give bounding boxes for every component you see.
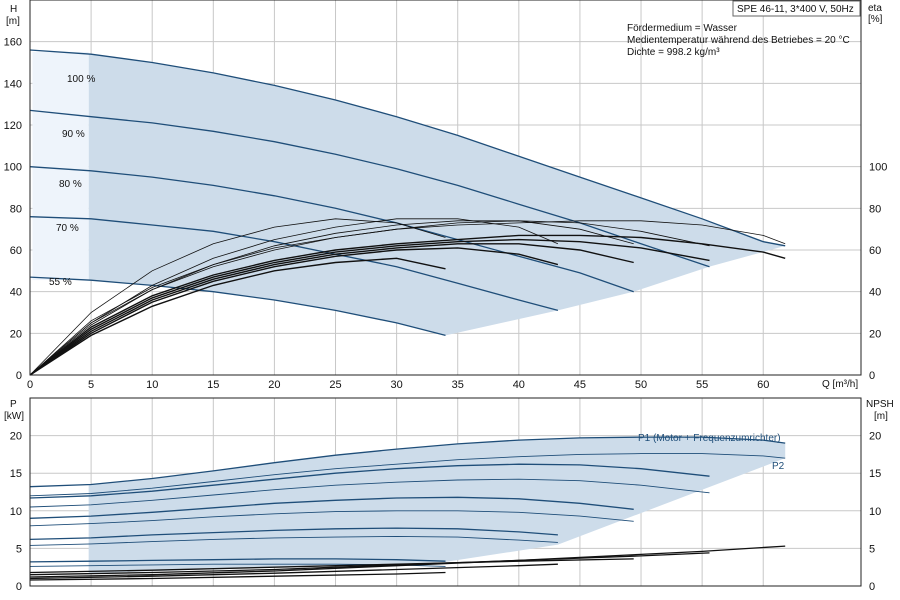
speed-label: 70 % — [56, 223, 79, 234]
eta-curve — [29, 220, 634, 376]
eta-y-tick-label: 80 — [869, 203, 881, 215]
x-tick-label: 0 — [27, 379, 33, 391]
eta-axis-unit: [%] — [868, 14, 883, 25]
x-tick-label: 5 — [88, 379, 94, 391]
npsh-curve — [29, 571, 446, 581]
eta-curve — [29, 218, 559, 376]
eta-curve — [29, 257, 446, 376]
p1-curve — [29, 527, 558, 541]
p1-series-label: P1 (Motor + Frequenzumrichter) — [638, 433, 781, 444]
power-y-tick-label: 10 — [10, 506, 22, 518]
eta-y-tick-label: 40 — [869, 287, 881, 299]
chart-title: SPE 46-11, 3*400 V, 50Hz — [737, 4, 854, 15]
p1-curve — [29, 558, 446, 563]
power-frame — [29, 397, 862, 587]
head-curve — [29, 49, 786, 247]
p2-curve — [29, 453, 786, 497]
p1-curve — [29, 496, 634, 519]
power-operating-region — [88, 437, 786, 574]
eta-curve — [29, 243, 634, 376]
power-panel: 0 5 10 15 20 0 5 10 15 20 P [kW] NPSH [m] P1 (Mot… — [4, 397, 894, 593]
note-temperature: Medientemperatur während des Betriebes =… — [627, 35, 850, 46]
note-density: Dichte = 998.2 kg/m³ — [627, 47, 720, 58]
power-axis-label: P — [10, 399, 17, 410]
power-y-tick-label: 20 — [10, 431, 22, 443]
speed-label: 55 % — [49, 277, 72, 288]
power-y-tick-label: 15 — [10, 468, 22, 480]
head-y-tick-label: 140 — [4, 78, 22, 90]
head-y-tick-label: 100 — [4, 162, 22, 174]
head-curve — [29, 166, 634, 293]
x-tick-label: 45 — [574, 379, 586, 391]
head-operating-region — [88, 54, 786, 336]
npsh-y-tick-label: 0 — [869, 581, 875, 593]
npsh-axis-label: NPSH — [866, 399, 894, 410]
p1-curve — [29, 436, 786, 488]
head-curve — [29, 109, 710, 268]
head-axis-label: H — [10, 4, 17, 15]
x-tick-label: 40 — [513, 379, 525, 391]
npsh-y-tick-label: 20 — [869, 431, 881, 443]
x-tick-label: 15 — [207, 379, 219, 391]
eta-y-tick-label: 0 — [869, 370, 875, 382]
head-y-tick-label: 0 — [16, 370, 22, 382]
eta-curve — [29, 220, 786, 376]
head-curve — [29, 216, 559, 312]
npsh-curve — [29, 552, 710, 576]
npsh-curve — [29, 558, 634, 574]
x-tick-label: 20 — [268, 379, 280, 391]
eta-curve — [29, 238, 710, 376]
x-axis-label: Q [m³/h] — [822, 379, 858, 390]
head-axis-unit: [m] — [6, 16, 20, 27]
title-box — [732, 0, 861, 17]
power-axis-unit: [kW] — [4, 411, 24, 422]
x-tick-label: 10 — [146, 379, 158, 391]
eta-curve — [29, 247, 559, 376]
x-tick-label: 35 — [452, 379, 464, 391]
power-y-tick-label: 5 — [16, 543, 22, 555]
eta-y-tick-label: 100 — [869, 162, 887, 174]
x-tick-label: 55 — [696, 379, 708, 391]
head-y-tick-label: 20 — [10, 328, 22, 340]
head-y-tick-label: 40 — [10, 287, 22, 299]
p1-curve — [29, 463, 710, 499]
head-y-tick-label: 80 — [10, 203, 22, 215]
eta-y-tick-label: 60 — [869, 245, 881, 257]
power-y-tick-label: 0 — [16, 581, 22, 593]
eta-curve — [29, 218, 446, 376]
eta-y-tick-label: 20 — [869, 328, 881, 340]
head-y-tick-label: 60 — [10, 245, 22, 257]
head-panel: 100 % 90 % 80 % 70 % 55 % 0 5 10 15 20 25 30 35 40 45… — [4, 0, 887, 391]
head-y-tick-label: 160 — [4, 37, 22, 49]
head-region-edge — [32, 51, 89, 281]
npsh-y-tick-label: 5 — [869, 543, 875, 555]
head-frame — [29, 0, 862, 376]
speed-label: 100 % — [67, 74, 95, 85]
x-tick-label: 25 — [329, 379, 341, 391]
eta-axis-label: eta — [868, 3, 882, 14]
npsh-axis-unit: [m] — [874, 411, 888, 422]
p2-curve — [29, 510, 634, 527]
head-curve — [29, 276, 446, 337]
x-tick-label: 50 — [635, 379, 647, 391]
npsh-y-tick-label: 10 — [869, 506, 881, 518]
eta-curve — [29, 234, 786, 376]
x-tick-label: 60 — [757, 379, 769, 391]
p2-curve — [29, 535, 558, 546]
head-y-tick-label: 120 — [4, 120, 22, 132]
speed-label: 90 % — [62, 129, 85, 140]
p2-series-label: P2 — [772, 461, 785, 472]
note-medium: Fördermedium = Wasser — [627, 23, 738, 34]
speed-label: 80 % — [59, 179, 82, 190]
p2-curve — [29, 478, 710, 508]
npsh-y-tick-label: 15 — [869, 468, 881, 480]
npsh-curve — [29, 563, 558, 580]
x-tick-label: 30 — [390, 379, 402, 391]
